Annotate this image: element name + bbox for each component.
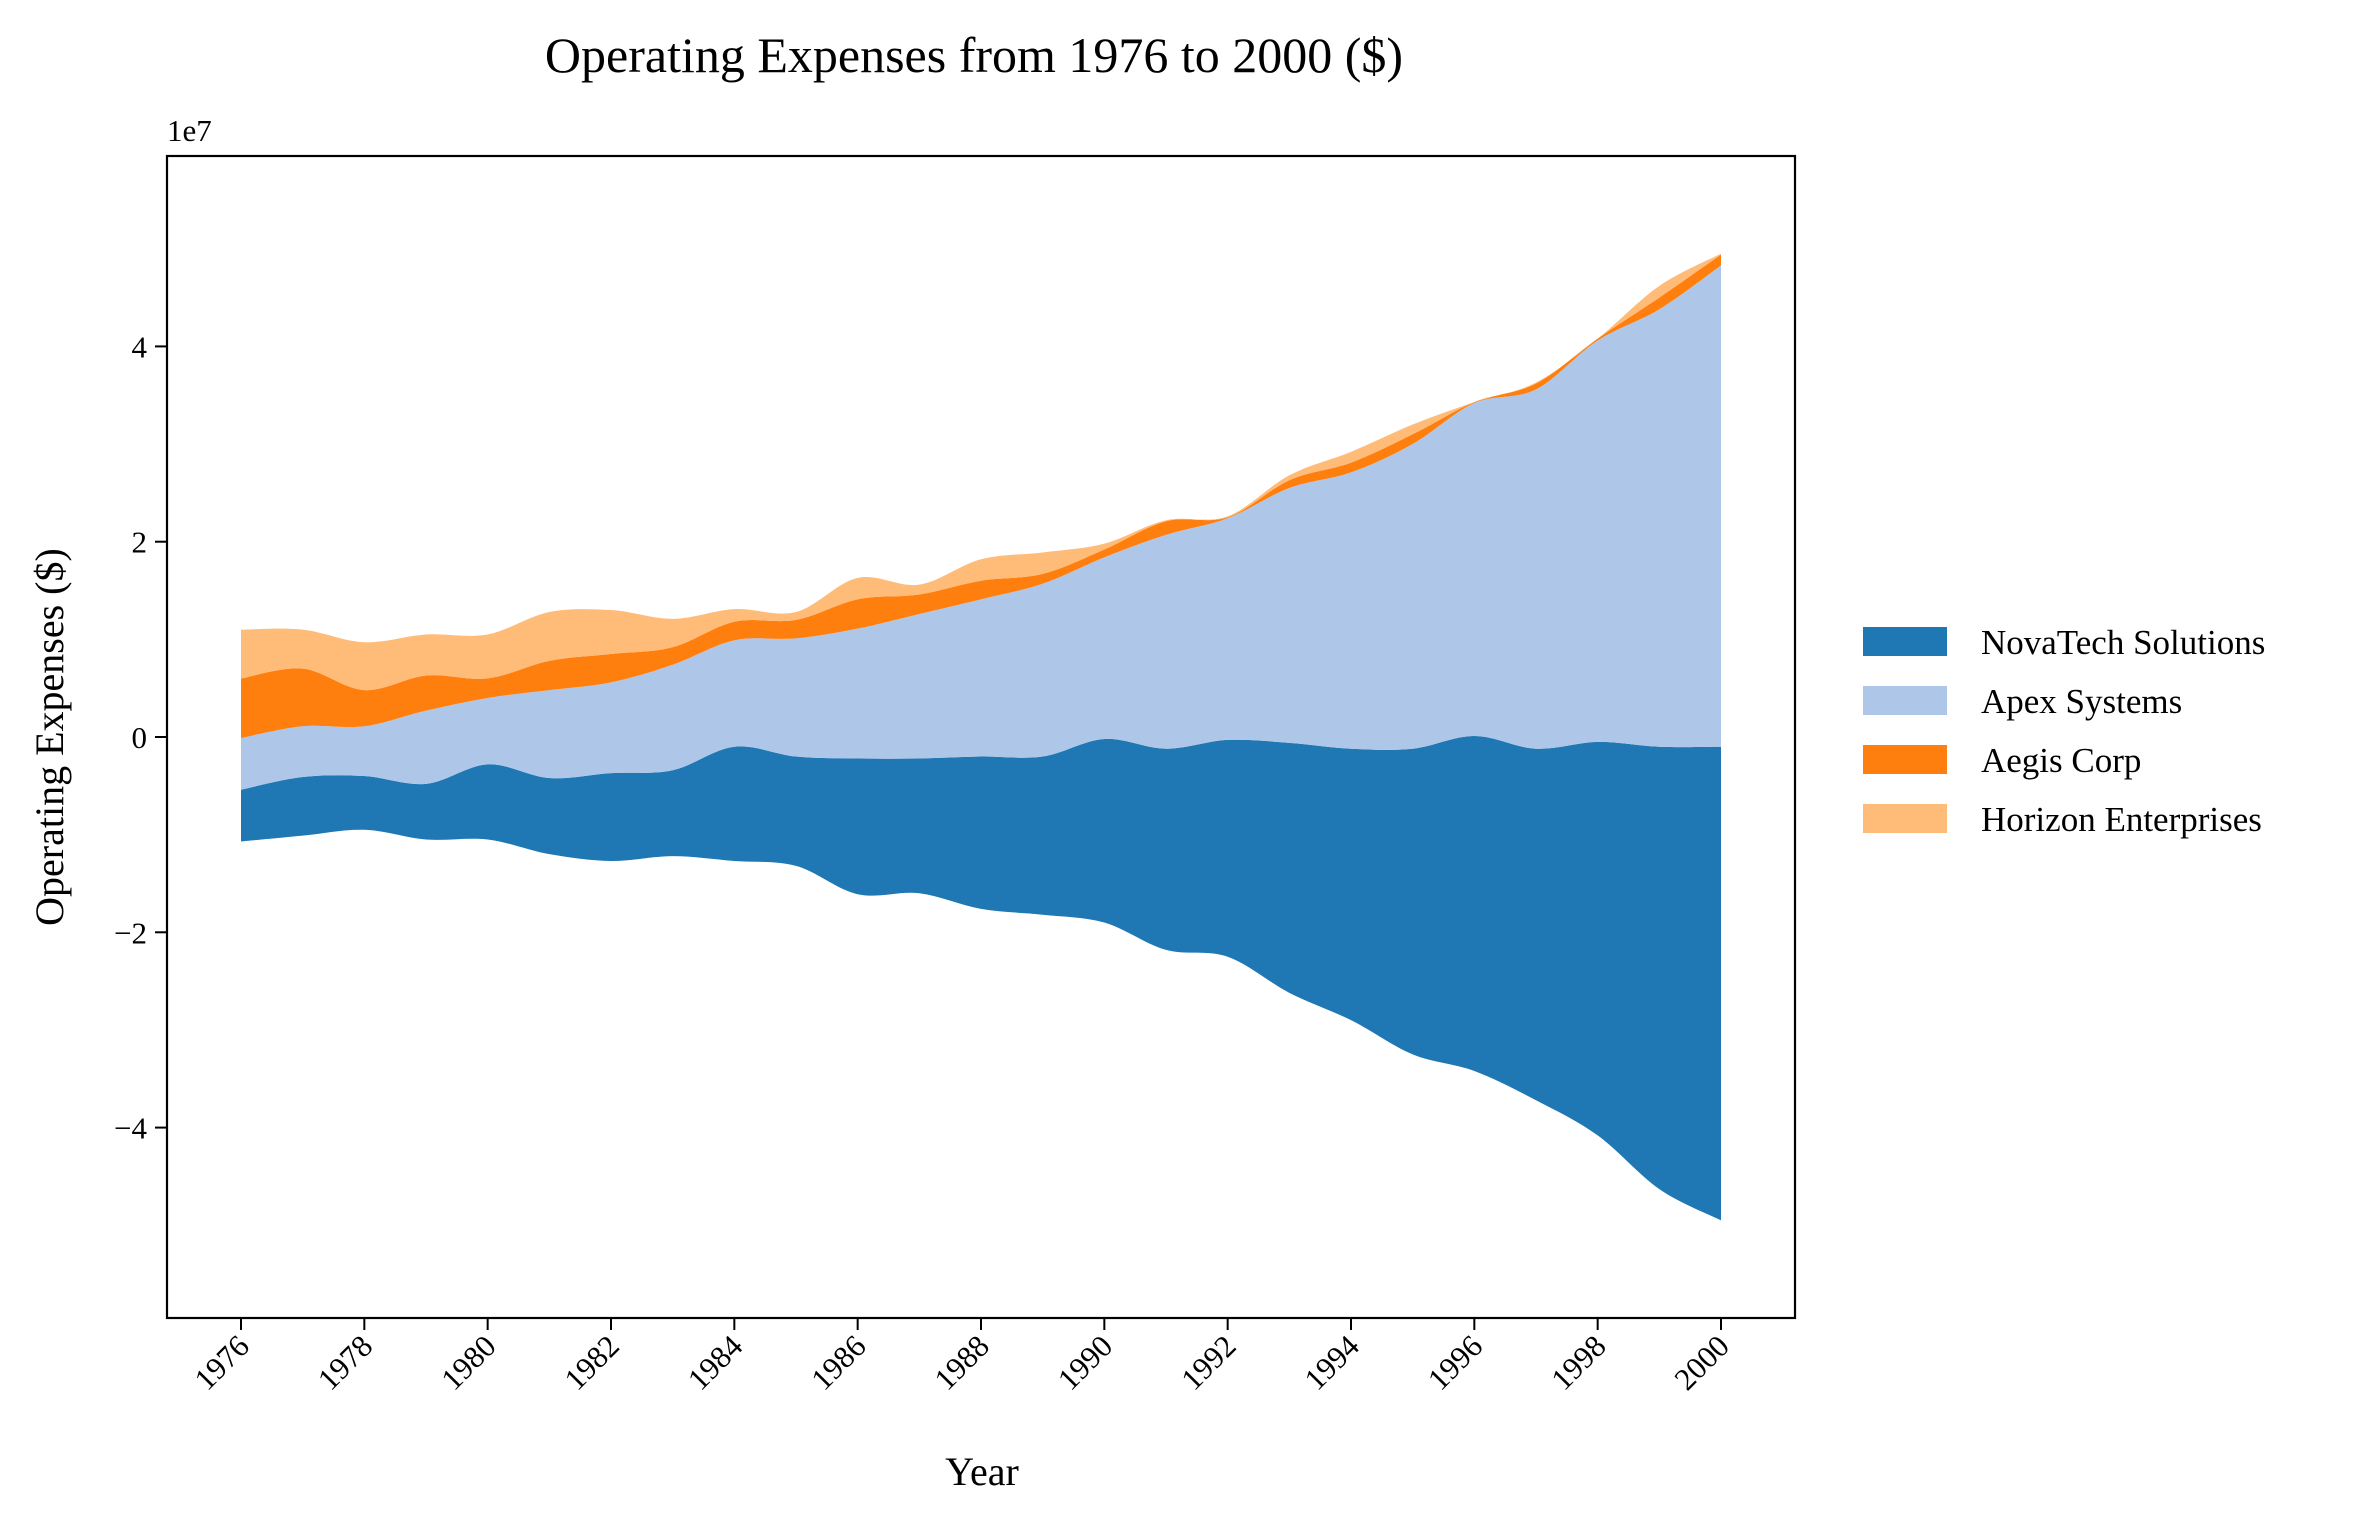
y-tick-label: 4 [132,329,148,364]
x-tick-label: 1986 [804,1328,873,1397]
x-tick-label: 1984 [681,1328,750,1397]
x-tick-label: 1976 [187,1328,256,1397]
y-tick-label: −4 [114,1111,147,1146]
legend-swatch [1863,686,1947,715]
legend-label: NovaTech Solutions [1981,623,2265,662]
stream-2 [241,254,1721,738]
legend-swatch [1863,804,1947,833]
x-axis-label: Year [945,1449,1019,1494]
chart-title: Operating Expenses from 1976 to 2000 ($) [545,27,1403,83]
stream-0 [241,736,1721,1221]
y-tick-label: 2 [132,525,148,560]
y-tick-label: −2 [114,915,147,950]
y-offset-label: 1e7 [167,113,212,148]
plot-areas [241,253,1721,1221]
legend-swatch [1863,745,1947,774]
x-tick-label: 1988 [927,1328,996,1397]
legend-swatch [1863,627,1947,656]
stream-1 [241,265,1721,790]
y-axis: −4 −2 0 2 4 [114,329,167,1146]
legend: NovaTech Solutions Apex Systems Aegis Corp… [1863,623,2265,839]
x-tick-label: 1992 [1174,1328,1243,1397]
x-tick-label: 1990 [1051,1328,1120,1397]
x-tick-label: 1996 [1421,1328,1490,1397]
x-tick-label: 1980 [434,1328,503,1397]
x-tick-label: 1982 [557,1328,626,1397]
legend-label: Horizon Enterprises [1981,800,2262,839]
x-axis: 1976 1978 1980 1982 1984 1986 1988 1990 1992 1994… [187,1318,1736,1397]
x-tick-label: 1998 [1544,1328,1613,1397]
y-axis-label: Operating Expenses ($) [27,548,72,926]
x-tick-label: 2000 [1667,1328,1736,1397]
legend-label: Apex Systems [1981,682,2182,721]
x-tick-label: 1978 [311,1328,380,1397]
stream-3 [241,253,1721,691]
x-tick-label: 1994 [1297,1328,1366,1397]
legend-label: Aegis Corp [1981,741,2141,780]
y-tick-label: 0 [132,720,148,755]
